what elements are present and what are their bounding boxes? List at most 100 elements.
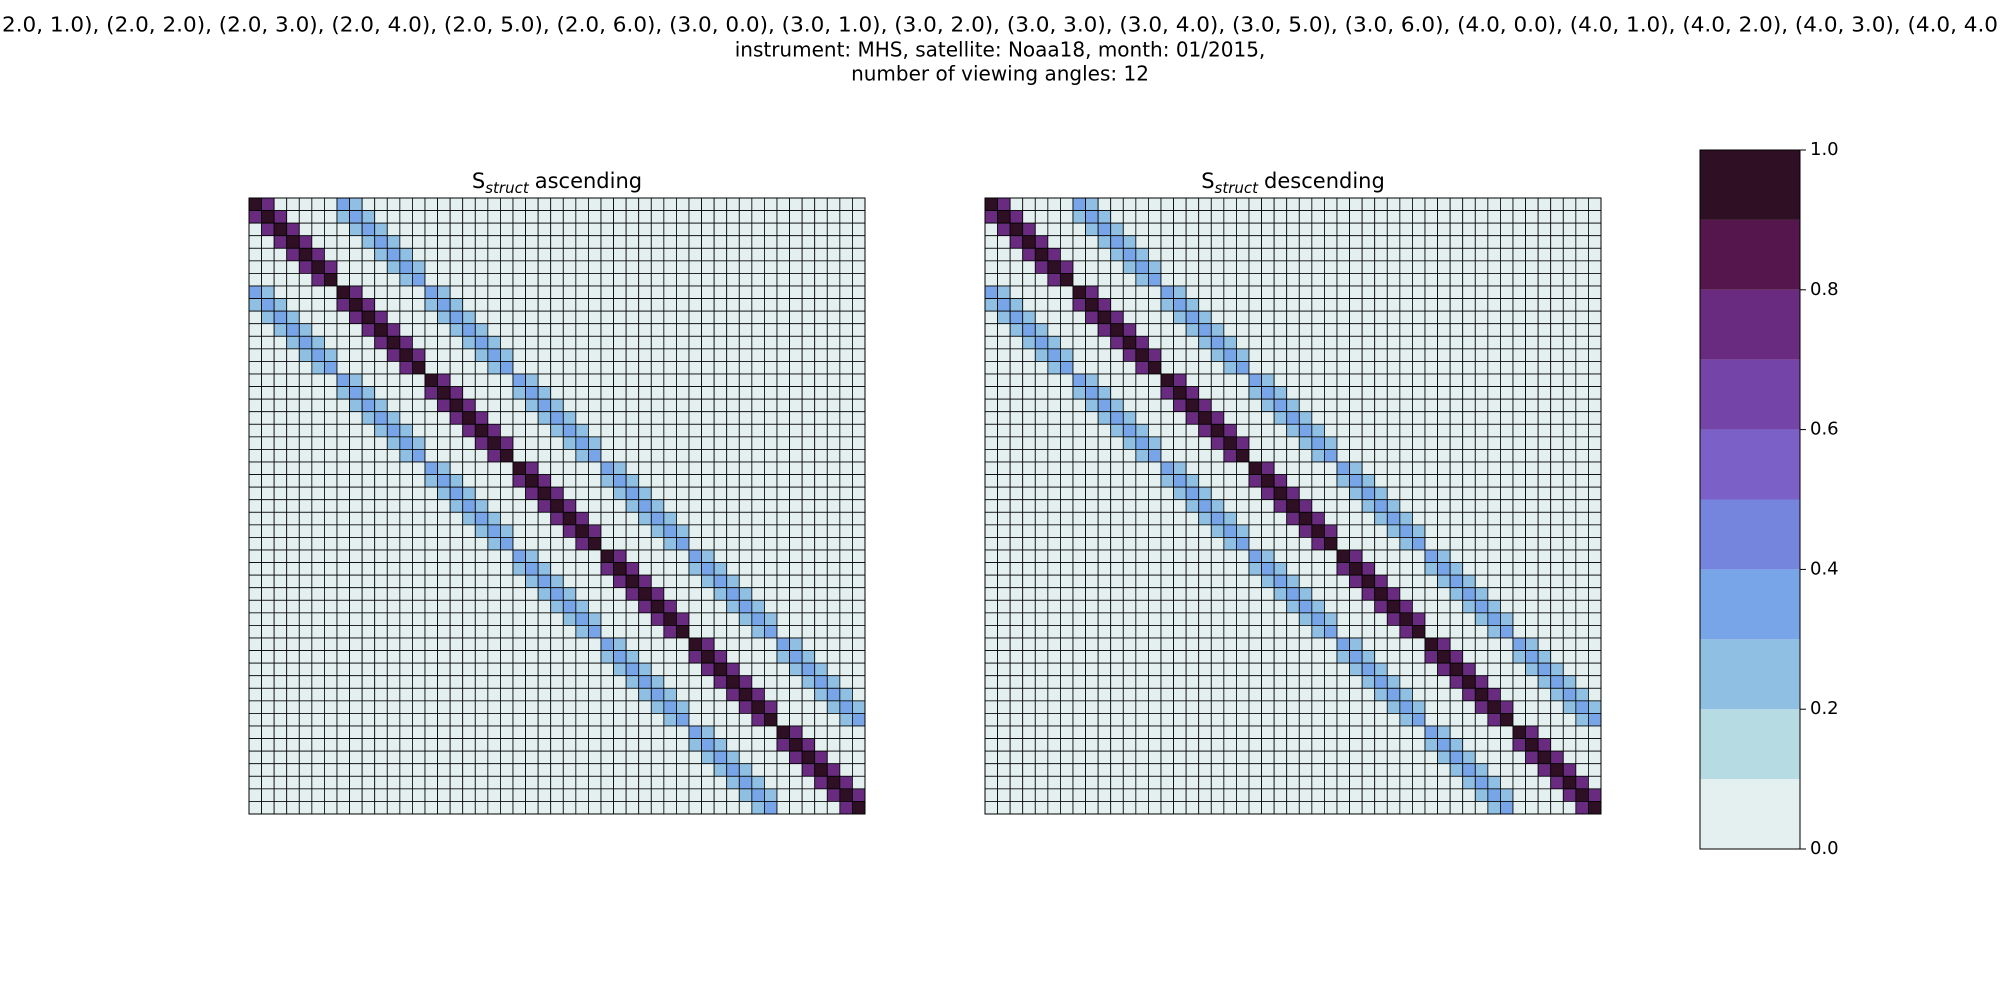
heatmap-cell: [1185, 725, 1200, 739]
heatmap-cell: [1462, 763, 1476, 777]
heatmap-cell: [676, 499, 690, 513]
heatmap-cell: [751, 499, 765, 513]
heatmap-cell: [600, 461, 614, 475]
heatmap-cell: [324, 197, 338, 211]
heatmap-cell: [336, 687, 350, 702]
heatmap-cell: [1412, 386, 1426, 400]
heatmap-cell: [1173, 713, 1187, 727]
heatmap-cell: [500, 713, 514, 727]
heatmap-cell: [1198, 411, 1212, 425]
heatmap-cell: [248, 361, 262, 375]
heatmap-cell: [1022, 474, 1036, 488]
heatmap-cell: [688, 537, 702, 551]
heatmap-cell: [550, 373, 564, 387]
heatmap-cell: [1449, 348, 1464, 362]
heatmap-cell: [1374, 775, 1388, 790]
heatmap-cell: [638, 423, 652, 438]
heatmap-cell: [1097, 310, 1112, 325]
heatmap-cell: [525, 335, 539, 350]
heatmap-cell: [600, 411, 614, 425]
heatmap-cell: [1236, 323, 1250, 337]
heatmap-cell: [1386, 775, 1401, 790]
heatmap-cell: [298, 210, 313, 224]
heatmap-cell: [1160, 675, 1174, 689]
heatmap-cell: [1286, 687, 1300, 702]
heatmap-cell: [261, 474, 275, 488]
heatmap-cell: [1298, 411, 1313, 425]
heatmap-cell: [1412, 763, 1426, 777]
heatmap-cell: [839, 562, 853, 576]
heatmap-cell: [738, 247, 753, 262]
heatmap-cell: [1500, 348, 1514, 362]
heatmap-cell: [386, 725, 401, 739]
heatmap-cell: [1072, 612, 1086, 626]
heatmap-cell: [1424, 788, 1438, 802]
heatmap-cell: [273, 725, 288, 739]
heatmap-cell: [1324, 373, 1338, 387]
heatmap-cell: [764, 587, 778, 601]
heatmap-cell: [1424, 537, 1438, 551]
heatmap-cell: [726, 713, 740, 727]
heatmap-cell: [764, 260, 778, 274]
heatmap-cell: [1236, 310, 1250, 325]
heatmap-cell: [1185, 423, 1200, 438]
heatmap-cell: [776, 361, 790, 375]
heatmap-cell: [1537, 738, 1552, 752]
heatmap-cell: [1500, 750, 1514, 765]
heatmap-cell: [273, 511, 288, 526]
heatmap-cell: [1185, 775, 1200, 790]
heatmap-cell: [1097, 222, 1112, 237]
heatmap-cell: [1022, 499, 1036, 513]
heatmap-cell: [826, 474, 841, 488]
heatmap-cell: [650, 361, 665, 375]
heatmap-cell: [1248, 511, 1262, 526]
heatmap-cell: [701, 335, 715, 350]
heatmap-cell: [412, 511, 426, 526]
heatmap-cell: [1399, 637, 1413, 651]
heatmap-cell: [1110, 310, 1124, 325]
heatmap-cell: [1210, 335, 1225, 350]
heatmap-cell: [726, 373, 740, 387]
heatmap-cell: [1223, 801, 1237, 815]
heatmap-cell: [575, 247, 589, 262]
heatmap-cell: [1034, 398, 1049, 413]
heatmap-cell: [801, 587, 816, 601]
heatmap-cell: [1148, 574, 1162, 589]
heatmap-cell: [550, 486, 564, 501]
heatmap-cell: [424, 373, 438, 387]
heatmap-cell: [764, 549, 778, 563]
heatmap-cell: [1361, 738, 1376, 752]
heatmap-cell: [688, 398, 702, 413]
heatmap-cell: [1550, 235, 1564, 249]
heatmap-cell: [1173, 687, 1187, 702]
heatmap-cell: [575, 260, 589, 274]
heatmap-cell: [650, 323, 665, 337]
heatmap-cell: [1336, 247, 1350, 262]
heatmap-cell: [852, 222, 866, 237]
heatmap-cell: [751, 323, 765, 337]
heatmap-cell: [298, 763, 313, 777]
heatmap-cell: [1110, 373, 1124, 387]
heatmap-cell: [1034, 763, 1049, 777]
heatmap-cell: [1424, 549, 1438, 563]
heatmap-cell: [1097, 298, 1112, 312]
heatmap-cell: [1009, 750, 1024, 765]
heatmap-cell: [525, 474, 539, 488]
heatmap-cell: [1034, 650, 1049, 664]
heatmap-cell: [1525, 235, 1539, 249]
heatmap-cell: [1009, 687, 1024, 702]
heatmap-cell: [713, 524, 728, 538]
heatmap-cell: [474, 725, 489, 739]
heatmap-cell: [1261, 511, 1275, 526]
heatmap-cell: [1160, 423, 1174, 438]
heatmap-cell: [261, 675, 275, 689]
heatmap-cell: [575, 335, 589, 350]
heatmap-cell: [562, 461, 577, 475]
heatmap-cell: [1034, 386, 1049, 400]
heatmap-cell: [462, 373, 476, 387]
heatmap-cell: [474, 524, 489, 538]
heatmap-cell: [399, 524, 413, 538]
heatmap-cell: [575, 637, 589, 651]
heatmap-cell: [826, 323, 841, 337]
heatmap-cell: [1097, 449, 1112, 463]
